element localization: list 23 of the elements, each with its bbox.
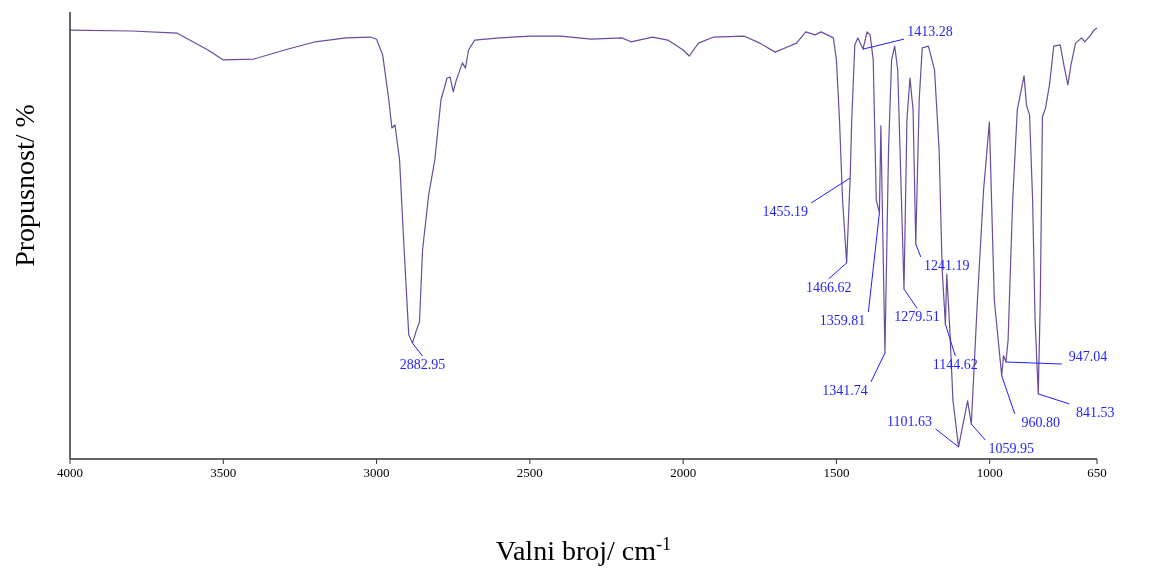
x-tick-label: 3000 <box>363 465 390 480</box>
x-axis-title: Valni broj/ cm$^{-1}$ <box>495 534 672 566</box>
x-tick-label: 2000 <box>670 465 697 480</box>
annotation: 1059.95 <box>988 441 1035 457</box>
annotation: 960.80 <box>1021 414 1060 430</box>
annotation: 1279.51 <box>894 309 940 325</box>
x-tick-label: 3500 <box>210 465 237 480</box>
x-tick-label: 2500 <box>516 465 543 480</box>
annotation: 947.04 <box>1068 349 1108 365</box>
x-tick-label: 1500 <box>823 465 850 480</box>
annotation: 1413.28 <box>907 24 953 40</box>
annotation: 1455.19 <box>762 203 808 219</box>
x-tick-label: 650 <box>1087 465 1107 480</box>
x-tick-label: 4000 <box>57 465 83 480</box>
annotation: 1341.74 <box>822 382 868 398</box>
x-tick-label: 1000 <box>976 465 1003 480</box>
y-axis-title: Propusnost/ % <box>9 104 40 267</box>
annotation: 1359.81 <box>819 312 866 328</box>
annotation: 2882.95 <box>399 357 446 373</box>
annotation: 1101.63 <box>887 413 933 429</box>
annotation: 1466.62 <box>805 279 852 295</box>
annotation: 1241.19 <box>924 257 970 273</box>
annotation: 841.53 <box>1076 404 1115 420</box>
